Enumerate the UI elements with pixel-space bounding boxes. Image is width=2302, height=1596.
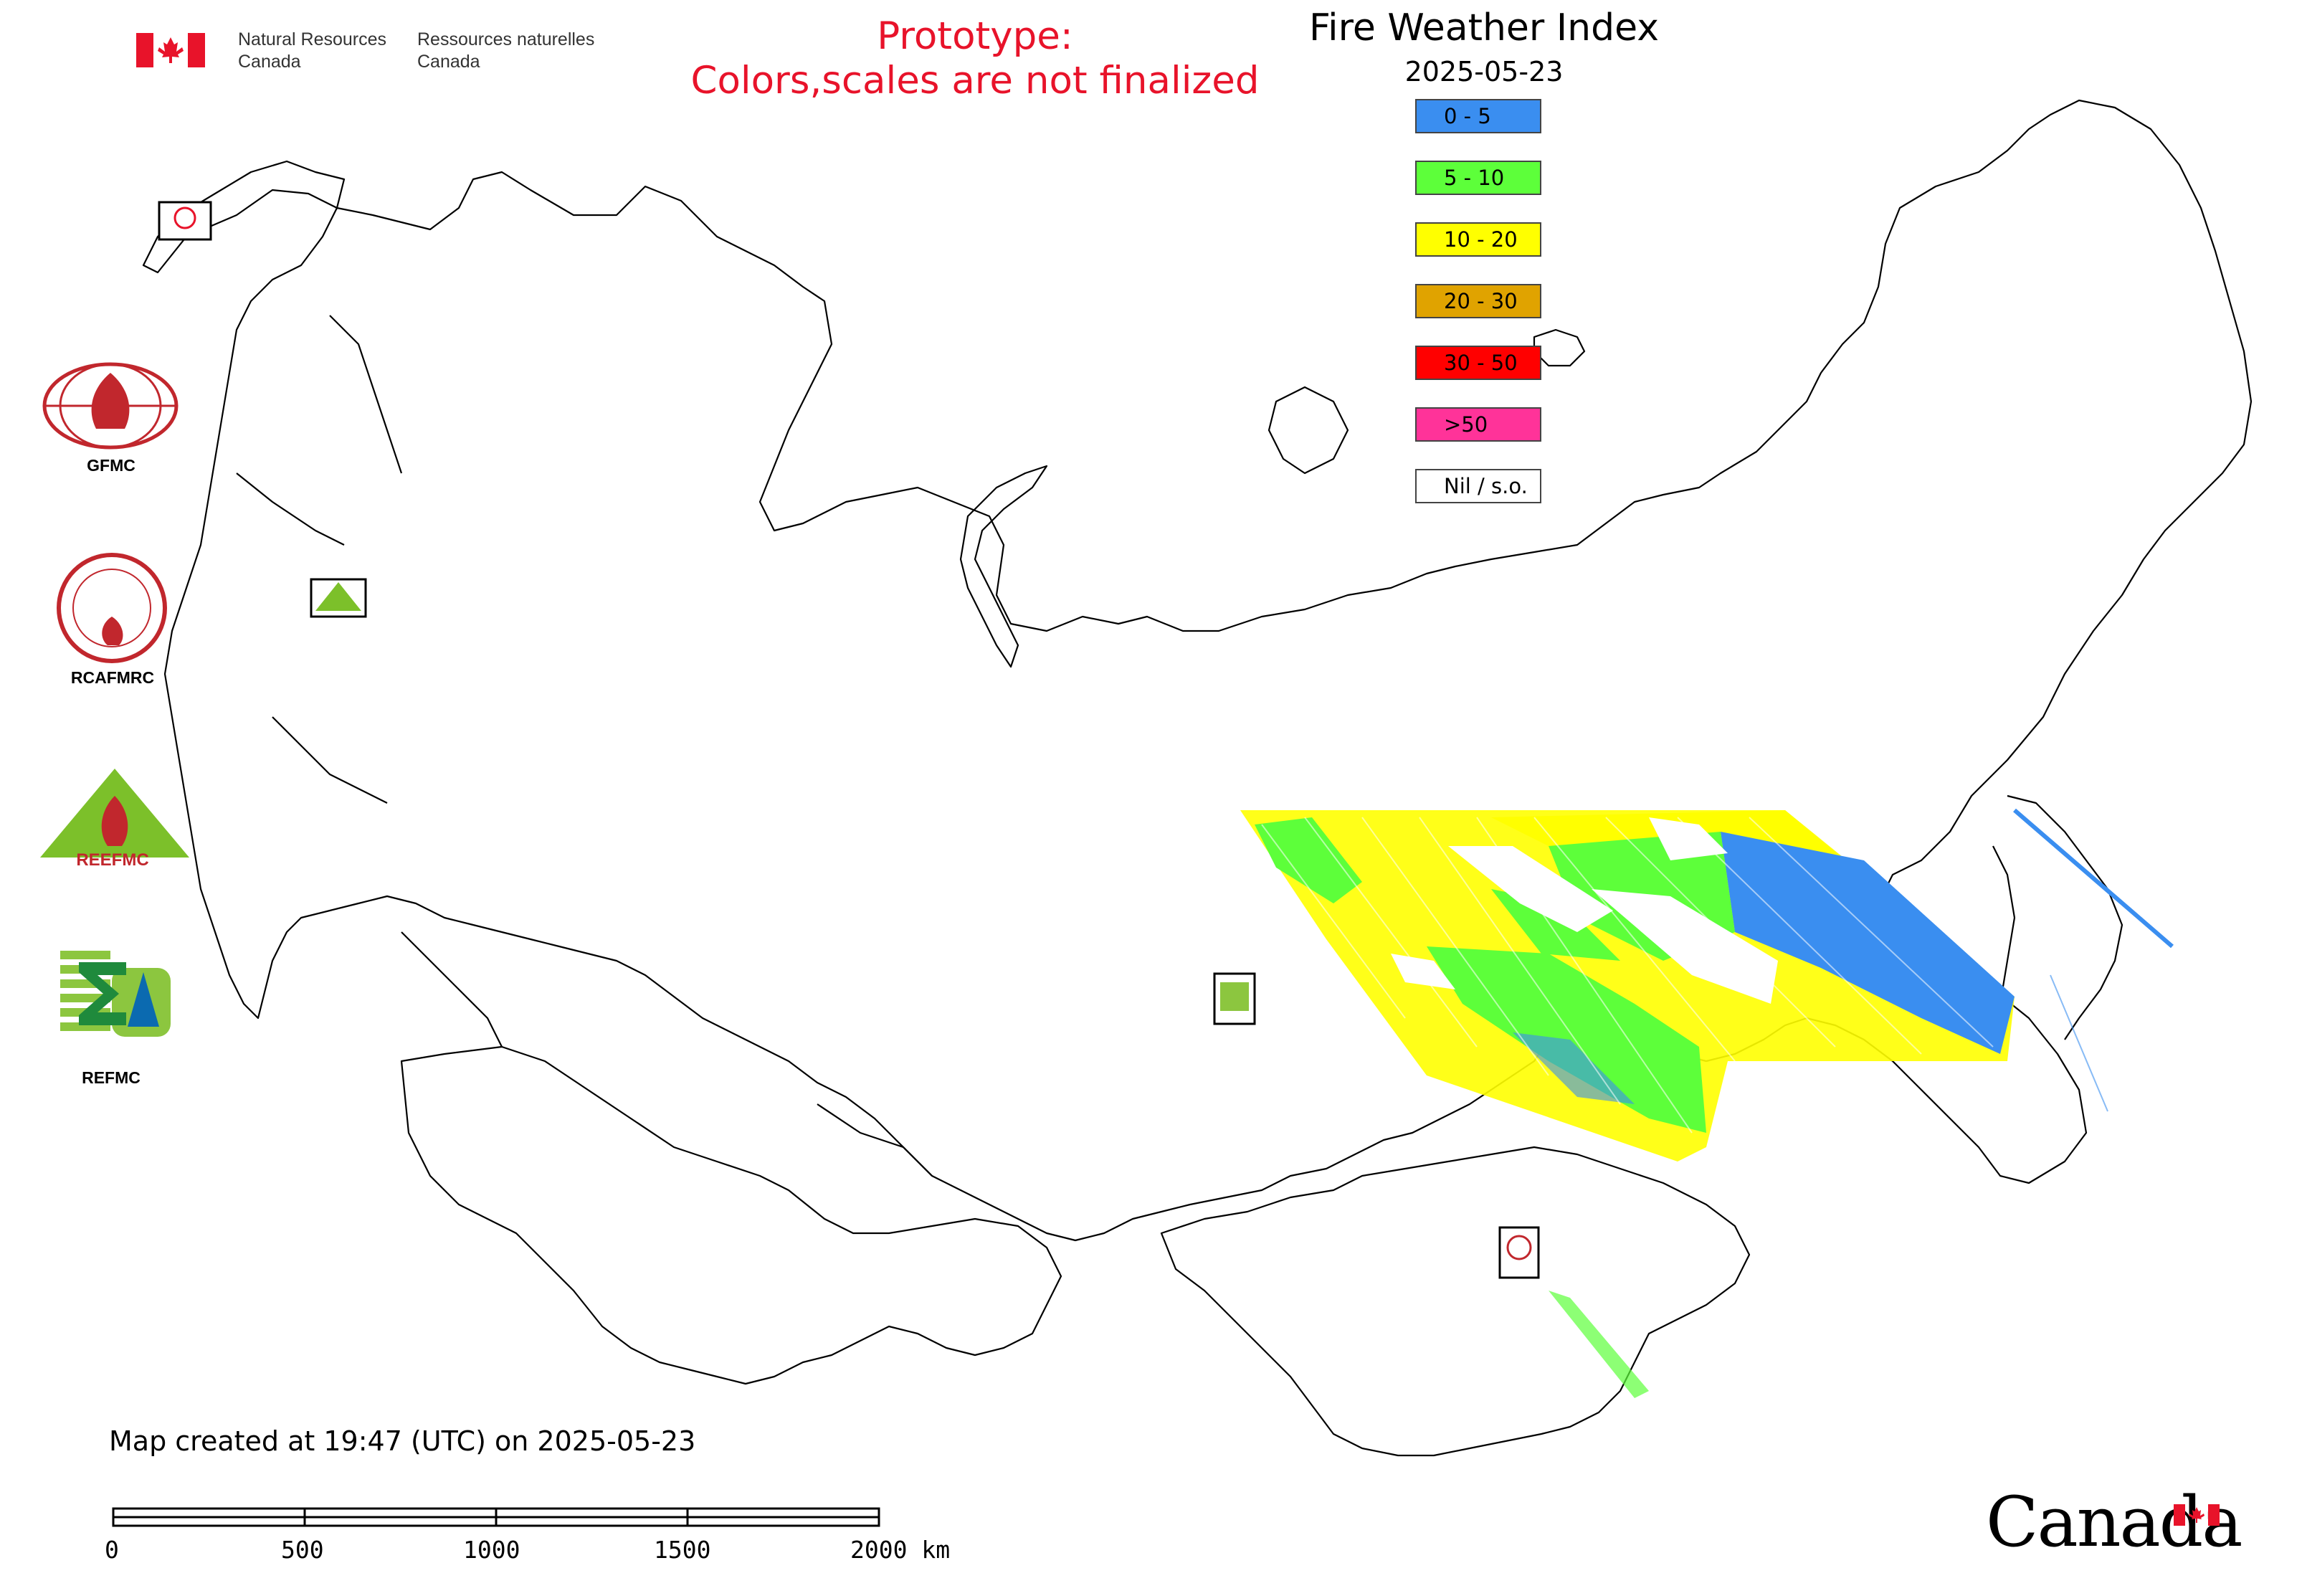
gfmc-logo [42, 362, 179, 450]
map-date: 2025-05-23 [1404, 56, 1564, 87]
reefmc-logo [40, 769, 189, 858]
legend-item-5-10: 5 - 10 [1415, 161, 1541, 195]
legend-item-0-5: 0 - 5 [1415, 99, 1541, 133]
map-logo-markers [158, 201, 1540, 1279]
rcafmrc-logo [57, 553, 167, 663]
legend-label: >50 [1444, 412, 1488, 437]
scale-label-1000: 1000 [463, 1536, 520, 1564]
legend-item-30-50: 30 - 50 [1415, 346, 1541, 380]
agency-name-en: Natural Resources Canada [238, 29, 386, 73]
rcafmrc-label: RCAFMRC [70, 668, 155, 687]
scale-bar [112, 1507, 880, 1527]
refmc-logo [59, 948, 172, 1038]
agency-fr-line2: Canada [417, 52, 480, 72]
legend-item-10-20: 10 - 20 [1415, 222, 1541, 257]
fwi-data-swath [1240, 808, 2174, 1398]
refmc-label: REFMC [82, 1068, 141, 1087]
gfmc-label: GFMC [87, 456, 135, 475]
map-created-text: Map created at 19:47 (UTC) on 2025-05-23 [109, 1425, 696, 1457]
scale-label-1500: 1500 [654, 1536, 711, 1564]
prototype-notice: Prototype: Colors,scales are not finaliz… [688, 14, 1262, 103]
scale-label-0: 0 [105, 1536, 119, 1564]
legend-label: 0 - 5 [1444, 104, 1491, 128]
legend-label: 10 - 20 [1444, 227, 1518, 252]
country-borders [142, 99, 2253, 1457]
scale-label-500: 500 [281, 1536, 324, 1564]
scale-label-2000: 2000 km [850, 1536, 951, 1564]
agency-fr-line1: Ressources naturelles [417, 29, 595, 49]
prototype-line1: Prototype: [877, 14, 1073, 58]
legend-label: 30 - 50 [1444, 351, 1518, 375]
agency-en-line1: Natural Resources [238, 29, 387, 49]
legend-label: Nil / s.o. [1444, 474, 1528, 498]
agency-name-fr: Ressources naturelles Canada [417, 29, 594, 73]
reefmc-label: REEFMC [76, 850, 149, 870]
map-title: Fire Weather Index [1309, 6, 1659, 49]
legend-item-nil: Nil / s.o. [1415, 469, 1541, 503]
canada-wordmark: Canada [1986, 1482, 2242, 1562]
canada-flag-icon [136, 33, 205, 67]
canada-wordmark-flag-icon [2174, 1504, 2220, 1526]
legend-label: 20 - 30 [1444, 289, 1518, 313]
legend-item-over-50: >50 [1415, 407, 1541, 442]
agency-en-line2: Canada [238, 52, 301, 72]
prototype-line2: Colors,scales are not finalized [690, 59, 1260, 103]
legend-label: 5 - 10 [1444, 166, 1505, 190]
legend-item-20-30: 20 - 30 [1415, 284, 1541, 318]
